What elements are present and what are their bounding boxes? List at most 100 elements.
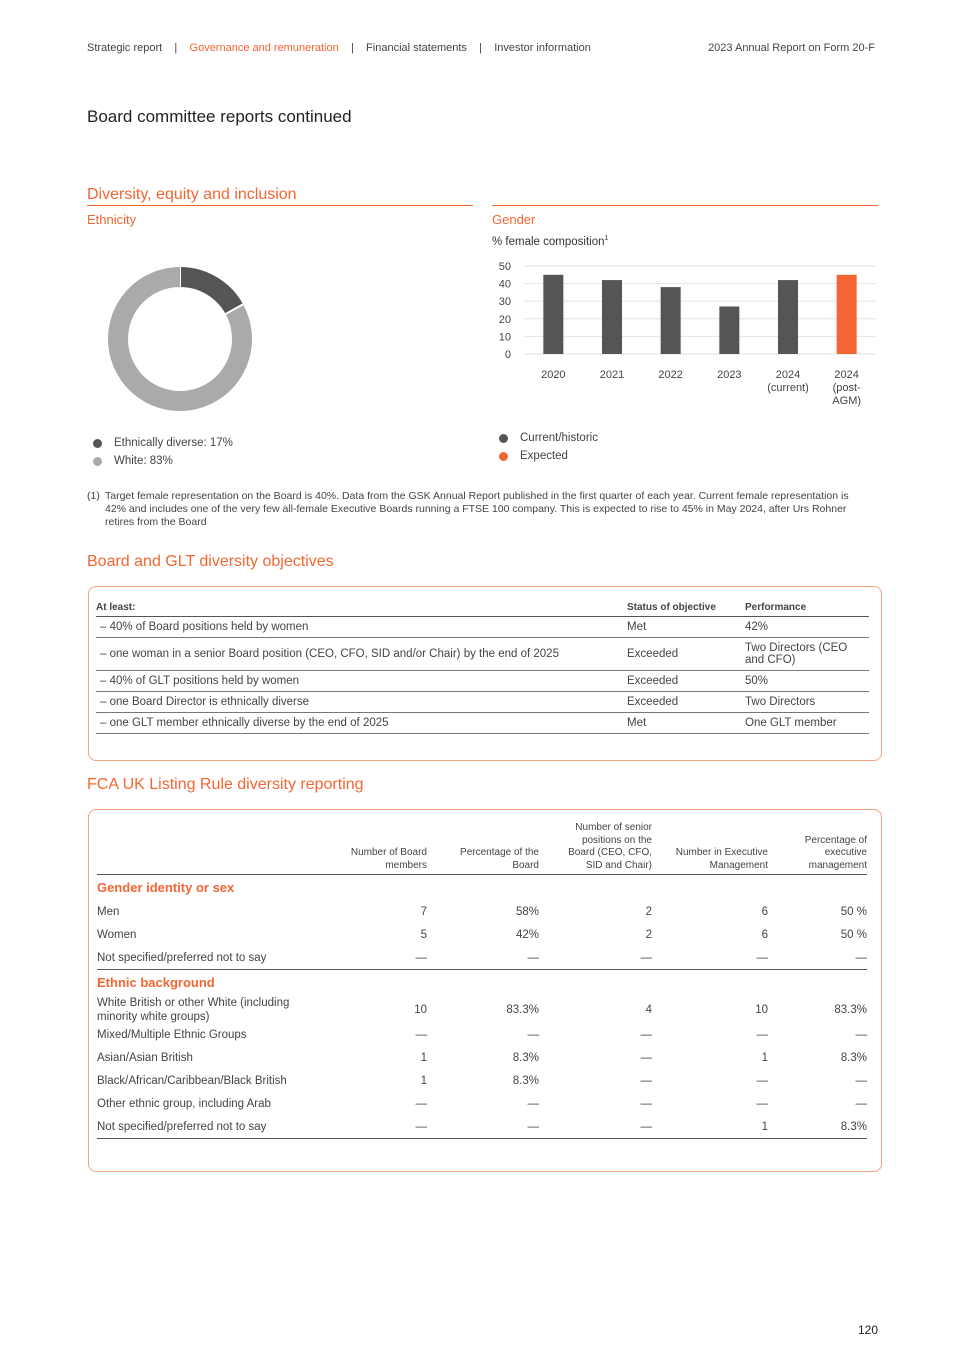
x-tick-label: 2021 (600, 369, 624, 381)
col-header: Number of Board members (327, 822, 427, 875)
table-cell: 10 (414, 1003, 427, 1016)
table-cell: 8.3% (840, 1052, 867, 1064)
table-cell: — (427, 1115, 539, 1139)
table-cell: — (415, 1098, 428, 1110)
table-cell: 10 (755, 1003, 768, 1016)
bar (836, 274, 857, 354)
col-header: Number of senior positions on the Board … (539, 822, 652, 875)
nav-link[interactable]: Financial statements (366, 42, 467, 54)
col-header (97, 822, 327, 875)
col-header: Number in Executive Management (652, 822, 768, 875)
y-tick-label: 40 (499, 279, 511, 291)
report-title: 2023 Annual Report on Form 20-F (708, 42, 875, 54)
table-cell: 42% (515, 929, 539, 941)
table-cell: — (539, 946, 652, 970)
label-text: % female composition (492, 235, 605, 248)
table-row: Not specified/preferred not to say — — — — — (97, 946, 867, 970)
nav-link[interactable]: Investor information (494, 42, 591, 54)
col-header: Performance (745, 600, 869, 617)
nav-link[interactable]: Governance and remuneration (189, 42, 339, 54)
fca-box (88, 809, 882, 1172)
table-cell: – 40% of Board positions held by women (96, 616, 627, 638)
legend-swatch (499, 451, 508, 461)
table-cell: – 40% of GLT positions held by women (96, 670, 627, 692)
table-cell: 5 (420, 929, 427, 941)
section-header-row: Gender identity or sex (97, 875, 867, 901)
legend-swatch (499, 433, 508, 443)
table-cell: — (855, 1075, 868, 1087)
nav-separator: | (162, 42, 190, 54)
nav-link[interactable]: Strategic report (87, 42, 163, 54)
fca-table: Number of Board members Percentage of the… (97, 822, 867, 1139)
page-title: Board committee reports continued (87, 107, 352, 126)
table-cell: — (527, 1098, 540, 1110)
objectives-box (88, 586, 882, 761)
col-header: Status of objective (627, 600, 745, 617)
table-cell: Two Directors (CEO and CFO) (745, 637, 869, 671)
table-cell: — (756, 1075, 769, 1087)
bar (602, 280, 622, 354)
table-row: Black/African/Caribbean/Black British 1 8.… (97, 1070, 867, 1093)
table-cell: Men (97, 906, 120, 918)
bar (778, 280, 798, 354)
table-cell: — (855, 1098, 868, 1110)
y-tick-label: 10 (499, 331, 511, 343)
section-header-row: Ethnic background (97, 970, 867, 996)
table-cell: Not specified/preferred not to say (97, 946, 327, 970)
donut-slice (108, 267, 252, 411)
donut-slice (179, 267, 244, 315)
table-row: Men 7 58% 2 6 50 % (97, 901, 867, 924)
gender-chart-label: % female composition1 (492, 235, 608, 248)
table-row: Mixed/Multiple Ethnic Groups — — — — — (97, 1024, 867, 1047)
bar (660, 287, 681, 354)
table-cell: — (855, 1029, 868, 1041)
table-cell: – one woman in a senior Board position (… (96, 637, 627, 671)
divider (492, 205, 878, 206)
table-cell: — (427, 946, 539, 970)
table-row: Women 5 42% 2 6 50 % (97, 924, 867, 947)
footnote-mark: (1) (87, 490, 100, 502)
table-cell: 6 (761, 906, 768, 918)
ethnicity-donut-chart (108, 267, 252, 411)
table-cell: 7 (420, 906, 427, 918)
y-tick-label: 0 (505, 349, 511, 361)
table-row: Other ethnic group, including Arab — — — — — (97, 1093, 867, 1116)
table-cell: 2 (645, 929, 652, 941)
breadcrumb-nav: Strategic report | Governance and remune… (87, 42, 591, 54)
table-cell: Not specified/preferred not to say (97, 1115, 327, 1139)
section-title-fca: FCA UK Listing Rule diversity reporting (87, 776, 364, 793)
table-cell: 83.3% (506, 1003, 539, 1016)
gender-legend: Current/historic Expected (499, 429, 598, 465)
table-cell: 58% (515, 906, 539, 918)
table-cell: Women (97, 929, 137, 941)
footnote: (1) Target female representation on the B… (87, 490, 867, 529)
table-cell: Black/African/Caribbean/Black British (97, 1075, 287, 1087)
x-tick-label: (current) (767, 382, 809, 394)
nav-separator: | (466, 42, 495, 54)
legend-swatch (93, 456, 102, 466)
x-tick-label: AGM) (832, 395, 861, 407)
bar (543, 274, 564, 354)
table-cell: 8.3% (512, 1075, 539, 1087)
section-title-dei: Diversity, equity and inclusion (87, 186, 297, 203)
x-tick-label: 2023 (717, 369, 741, 381)
col-header: At least: (96, 600, 627, 617)
gender-subtitle: Gender (492, 212, 536, 227)
footnote-mark: 1 (604, 235, 609, 242)
table-cell: — (327, 1115, 427, 1139)
table-cell: 6 (761, 929, 768, 941)
col-header: Percentage of executive management (768, 822, 867, 875)
slice-gap (225, 303, 244, 315)
table-row: – one GLT member ethnically diverse by t… (96, 712, 869, 734)
table-cell: 50 % (840, 906, 867, 918)
table-cell: Exceeded (627, 670, 745, 692)
legend-label: White: 83% (114, 455, 173, 467)
table-cell: — (539, 1115, 652, 1139)
legend-label: Expected (520, 450, 568, 462)
table-cell: Two Directors (745, 691, 869, 713)
table-cell: – one Board Director is ethnically diver… (96, 691, 627, 713)
bar (719, 306, 740, 354)
table-cell: 83.3% (834, 1003, 867, 1016)
y-tick-label: 50 (499, 261, 511, 273)
table-row: – 40% of Board positions held by women Me… (96, 616, 869, 638)
